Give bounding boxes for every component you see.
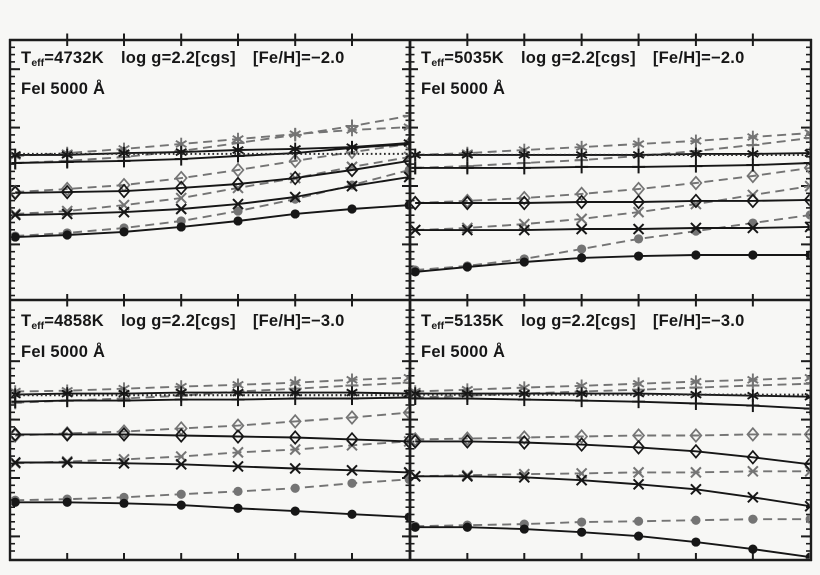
series-bottom-right-solid-cross bbox=[411, 470, 810, 512]
series-top-right-solid-cross bbox=[411, 221, 810, 236]
series-bottom-right-dashed-asterisk bbox=[411, 371, 810, 398]
series-bottom-left-solid-cross bbox=[11, 456, 409, 479]
panel-top-right bbox=[411, 126, 810, 277]
series-bottom-right-solid-diamond bbox=[411, 433, 810, 472]
series-bottom-left-solid-diamond bbox=[11, 426, 409, 449]
series-top-right-solid-circle bbox=[411, 250, 810, 277]
series-bottom-left-solid-circle bbox=[11, 497, 409, 522]
series-bottom-right-solid-circle bbox=[411, 522, 810, 559]
series-bottom-right-dashed-diamond bbox=[411, 426, 810, 447]
panel-borders bbox=[8, 38, 813, 562]
panel-top-left bbox=[11, 109, 409, 242]
series-top-right-solid-plus bbox=[411, 156, 810, 175]
series-top-left-solid-cross bbox=[11, 171, 409, 221]
series-top-left-solid-diamond bbox=[11, 154, 409, 201]
series-top-left-solid-circle bbox=[11, 200, 409, 242]
panel-bottom-right bbox=[411, 371, 810, 559]
series-top-right-solid-diamond bbox=[411, 193, 810, 211]
panel-bottom-left bbox=[11, 371, 409, 522]
series-bottom-right-dashed-circle bbox=[411, 514, 810, 531]
